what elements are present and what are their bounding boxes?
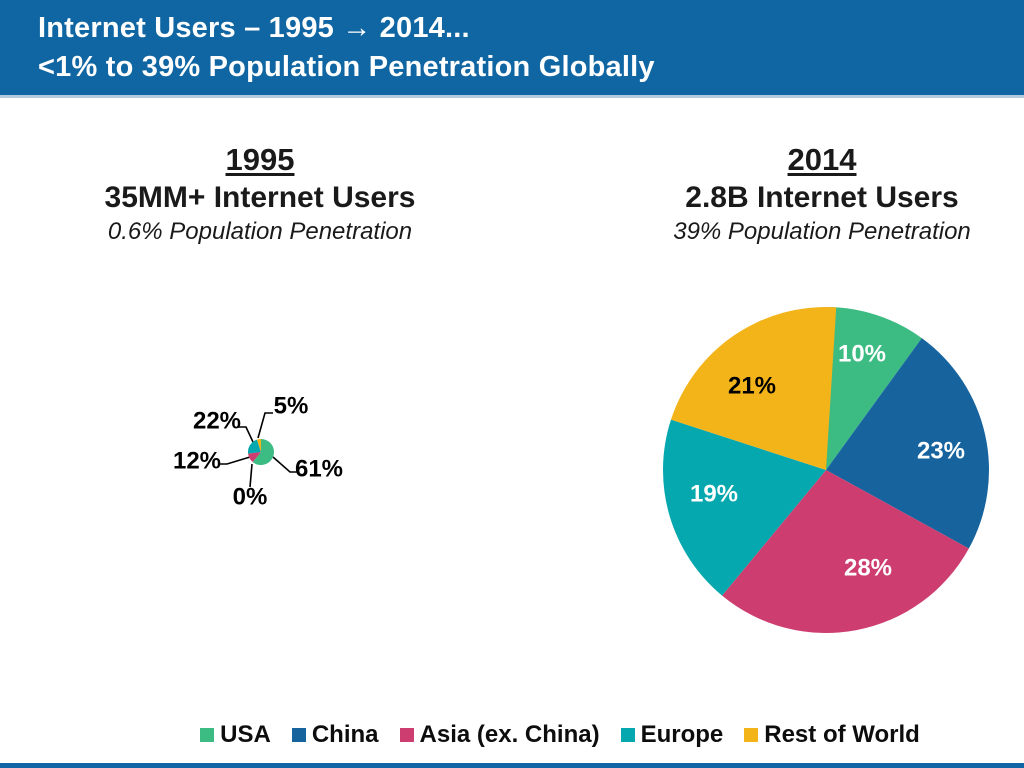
header-separator — [0, 95, 1024, 98]
legend-item-europe: Europe — [620, 721, 724, 749]
year-1995: 1995 — [225, 142, 295, 177]
legend-item-usa: USA — [200, 721, 271, 749]
pie-2014-label-europe: 19% — [690, 481, 738, 508]
pie-1995-label-usa: 61% — [295, 456, 343, 483]
legend-swatch-europe — [620, 728, 635, 742]
legend-item-rest-of-world: Rest of World — [744, 721, 920, 749]
users-2014: 2.8B Internet Users — [685, 181, 959, 214]
legend-label-china: China — [311, 721, 379, 748]
pie-2014-label-china: 23% — [917, 438, 965, 465]
pie-1995-label-china: 0% — [233, 484, 268, 511]
pie-1995-leader-usa — [272, 456, 298, 473]
chart-legend: USA China Asia (ex. China) Europe Rest of Wo… — [48, 720, 1024, 750]
pie-2014-slice-europe — [663, 419, 826, 596]
legend-swatch-china — [291, 728, 306, 742]
pie-2014-label-asia-ex-china: 28% — [844, 555, 892, 582]
pie-2014-slice-china — [826, 338, 990, 549]
pie-1995-leader-china — [249, 463, 253, 488]
pie-1995-label-asia-ex-china: 12% — [173, 448, 221, 475]
pie-2014-label-rest-of-world: 21% — [728, 373, 776, 400]
legend-item-asia-ex-china: Asia (ex. China) — [399, 721, 600, 749]
legend-swatch-rest-of-world — [744, 728, 759, 742]
pie-1995-slice-asia-ex-china — [248, 452, 261, 463]
users-1995: 35MM+ Internet Users — [104, 181, 416, 214]
legend-label-rest-of-world: Rest of World — [764, 721, 920, 748]
legend-item-china: China — [291, 721, 379, 749]
legend-swatch-asia-ex-china — [399, 728, 414, 742]
slide-header: Internet Users – 1995 → 2014... <1% to 3… — [0, 0, 1024, 95]
pie-2014-label-usa: 10% — [838, 341, 886, 368]
pie-1995-label-rest-of-world: 5% — [274, 393, 309, 420]
header-title-line-2: <1% to 39% Population Penetration Global… — [38, 51, 655, 83]
legend-label-europe: Europe — [640, 721, 724, 748]
bottom-accent-bar — [0, 763, 1024, 768]
column-heading-1995: 1995 35MM+ Internet Users 0.6% Populatio… — [60, 140, 460, 247]
year-2014: 2014 — [787, 142, 857, 177]
pie-1995-slice-usa — [252, 439, 274, 466]
pie-1995-leader-rest-of-world — [257, 412, 273, 439]
pie-1995-leader-asia-ex-china — [218, 456, 251, 465]
header-title-line-1: Internet Users – 1995 → 2014... — [38, 12, 470, 44]
legend-swatch-usa — [200, 728, 215, 742]
column-heading-2014: 2014 2.8B Internet Users 39% Population … — [622, 140, 1022, 247]
legend-label-usa: USA — [220, 721, 271, 748]
pie-1995-leader-europe — [238, 426, 254, 443]
pie-1995-slice-europe — [247, 439, 261, 454]
pie-1995-label-europe: 22% — [193, 408, 241, 435]
penetration-2014: 39% Population Penetration — [673, 218, 971, 245]
pie-2014-slice-rest-of-world — [670, 306, 837, 470]
legend-label-asia-ex-china: Asia (ex. China) — [419, 721, 600, 748]
penetration-1995: 0.6% Population Penetration — [107, 218, 413, 245]
pie-2014-slice-usa — [826, 307, 922, 470]
pie-2014-slice-asia-ex-china — [722, 470, 969, 633]
pie-1995-slice-rest-of-world — [256, 439, 261, 452]
